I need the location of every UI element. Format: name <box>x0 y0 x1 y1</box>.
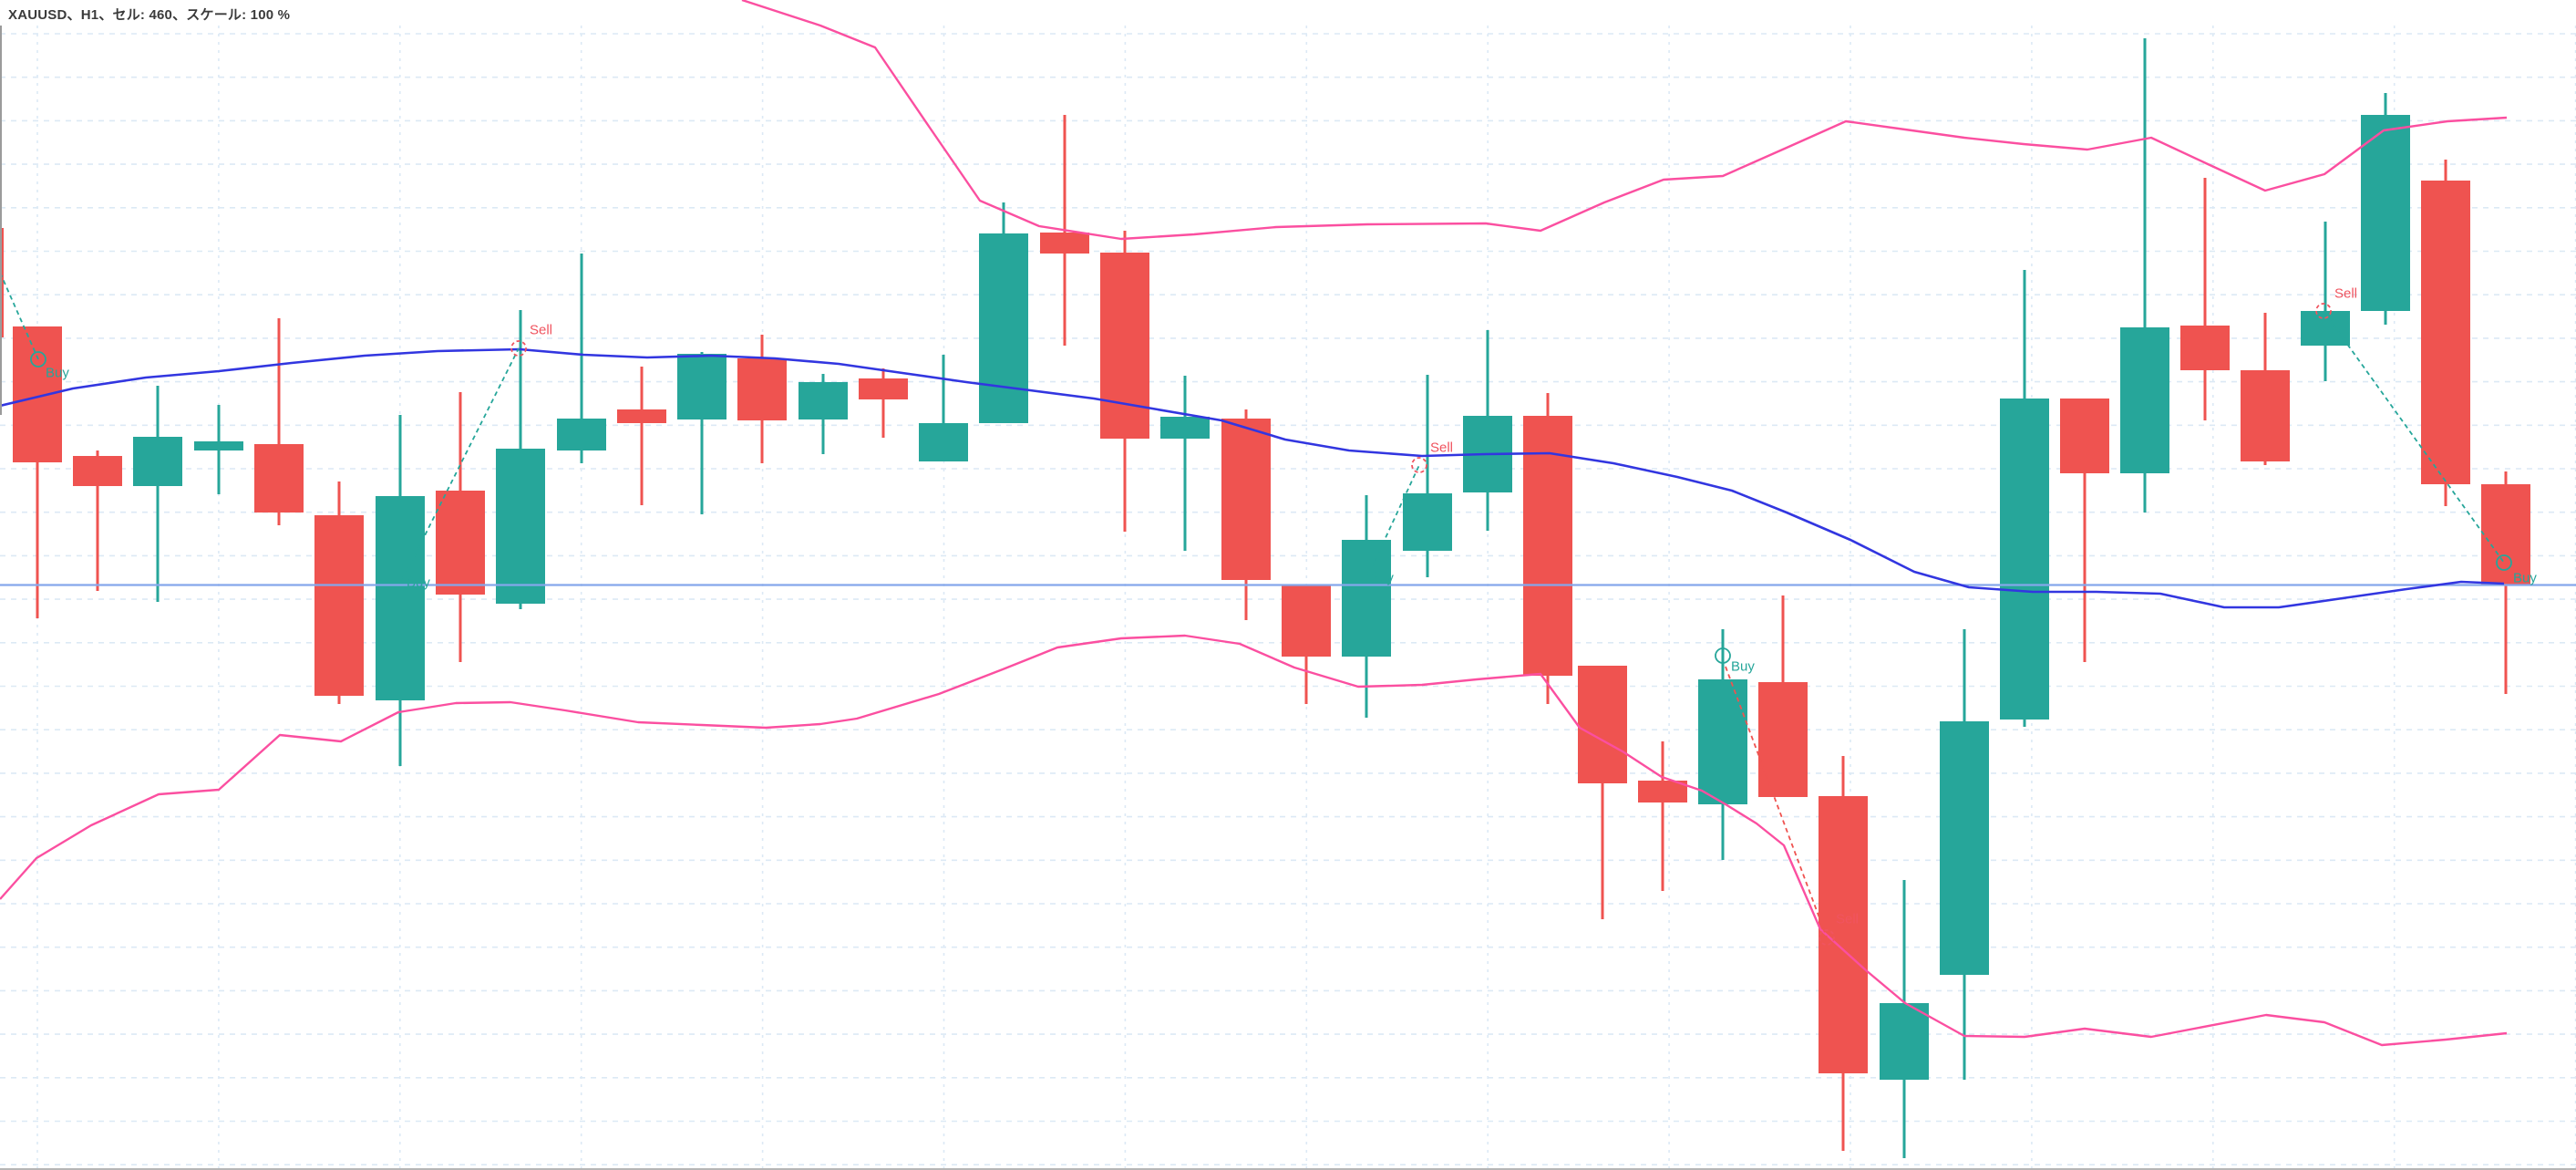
candle-body <box>496 449 545 604</box>
candle-body <box>2301 311 2350 346</box>
candle-body <box>677 354 726 419</box>
bollinger-upper-band-line <box>741 0 2508 241</box>
buy-marker-label: Buy <box>407 575 430 590</box>
buy-marker-label: Buy <box>1370 570 1394 585</box>
candle-body <box>1698 679 1747 804</box>
candle-body <box>194 441 243 450</box>
buy-marker-icon[interactable] <box>398 564 415 580</box>
candle-body <box>859 378 908 399</box>
candle-body <box>1040 233 1089 254</box>
candle-body <box>1940 721 1989 975</box>
chart-title: XAUUSD、H1、セル: 460、スケール: 100 % <box>8 7 291 23</box>
candle-body <box>254 444 304 513</box>
candle-body <box>979 233 1028 423</box>
bollinger-lower-band-line <box>0 634 2508 1047</box>
candle-body <box>2180 326 2230 370</box>
trade-line <box>1725 666 1828 938</box>
chart-header: XAUUSD、H1、セル: 460、スケール: 100 % <box>8 5 290 24</box>
candle-body <box>2120 327 2169 473</box>
candle-body <box>1100 253 1149 439</box>
candle-body <box>1221 419 1271 580</box>
buy-marker-label: Buy <box>1731 658 1755 674</box>
trade-line <box>1371 464 1420 568</box>
candle-body <box>2361 115 2410 311</box>
sell-marker-label: Sell <box>530 322 552 337</box>
candle-body <box>617 409 666 423</box>
candle-body <box>314 515 364 696</box>
candle-body <box>557 419 606 450</box>
candle-body <box>13 326 62 462</box>
candle-body <box>376 496 425 700</box>
candle-body <box>799 382 848 419</box>
candle-body <box>1282 585 1331 657</box>
trade-line <box>2323 310 2505 564</box>
candle-body <box>1638 781 1687 802</box>
buy-marker-icon[interactable] <box>30 351 46 368</box>
candle-body <box>919 423 968 461</box>
buy-marker-icon[interactable] <box>1715 647 1731 664</box>
candle-body <box>1160 417 1210 439</box>
sell-marker-label: Sell <box>1836 911 1859 927</box>
candle-body <box>2000 399 2049 720</box>
buy-marker-label: Buy <box>2513 570 2537 585</box>
sell-marker-icon[interactable] <box>510 340 527 357</box>
moving-average-line <box>0 347 2505 609</box>
candle-body <box>737 358 787 420</box>
candle-body <box>1880 1003 1929 1080</box>
trade-line <box>0 270 39 360</box>
sell-marker-icon[interactable] <box>2315 303 2332 319</box>
buy-marker-icon[interactable] <box>1364 559 1380 575</box>
candle-body <box>1403 493 1452 551</box>
buy-marker-label: Buy <box>46 365 69 380</box>
buy-marker-icon[interactable] <box>2496 554 2512 571</box>
trade-line <box>406 347 520 573</box>
sell-marker-label: Sell <box>1430 440 1453 455</box>
candle-body <box>2060 399 2109 473</box>
sell-marker-label: Sell <box>2334 285 2357 301</box>
candle-body <box>2481 484 2530 585</box>
candle-body <box>1758 682 1808 797</box>
candle-body <box>1578 666 1627 783</box>
candle-body <box>1342 540 1391 657</box>
candle-body <box>73 456 122 486</box>
candle-body <box>2421 181 2470 484</box>
candle-body <box>436 491 485 595</box>
sell-marker-icon[interactable] <box>1411 457 1427 473</box>
candle-body <box>133 437 182 486</box>
candle-body <box>2241 370 2290 461</box>
sell-marker-icon[interactable] <box>1819 929 1835 946</box>
candle-body <box>1523 416 1572 676</box>
